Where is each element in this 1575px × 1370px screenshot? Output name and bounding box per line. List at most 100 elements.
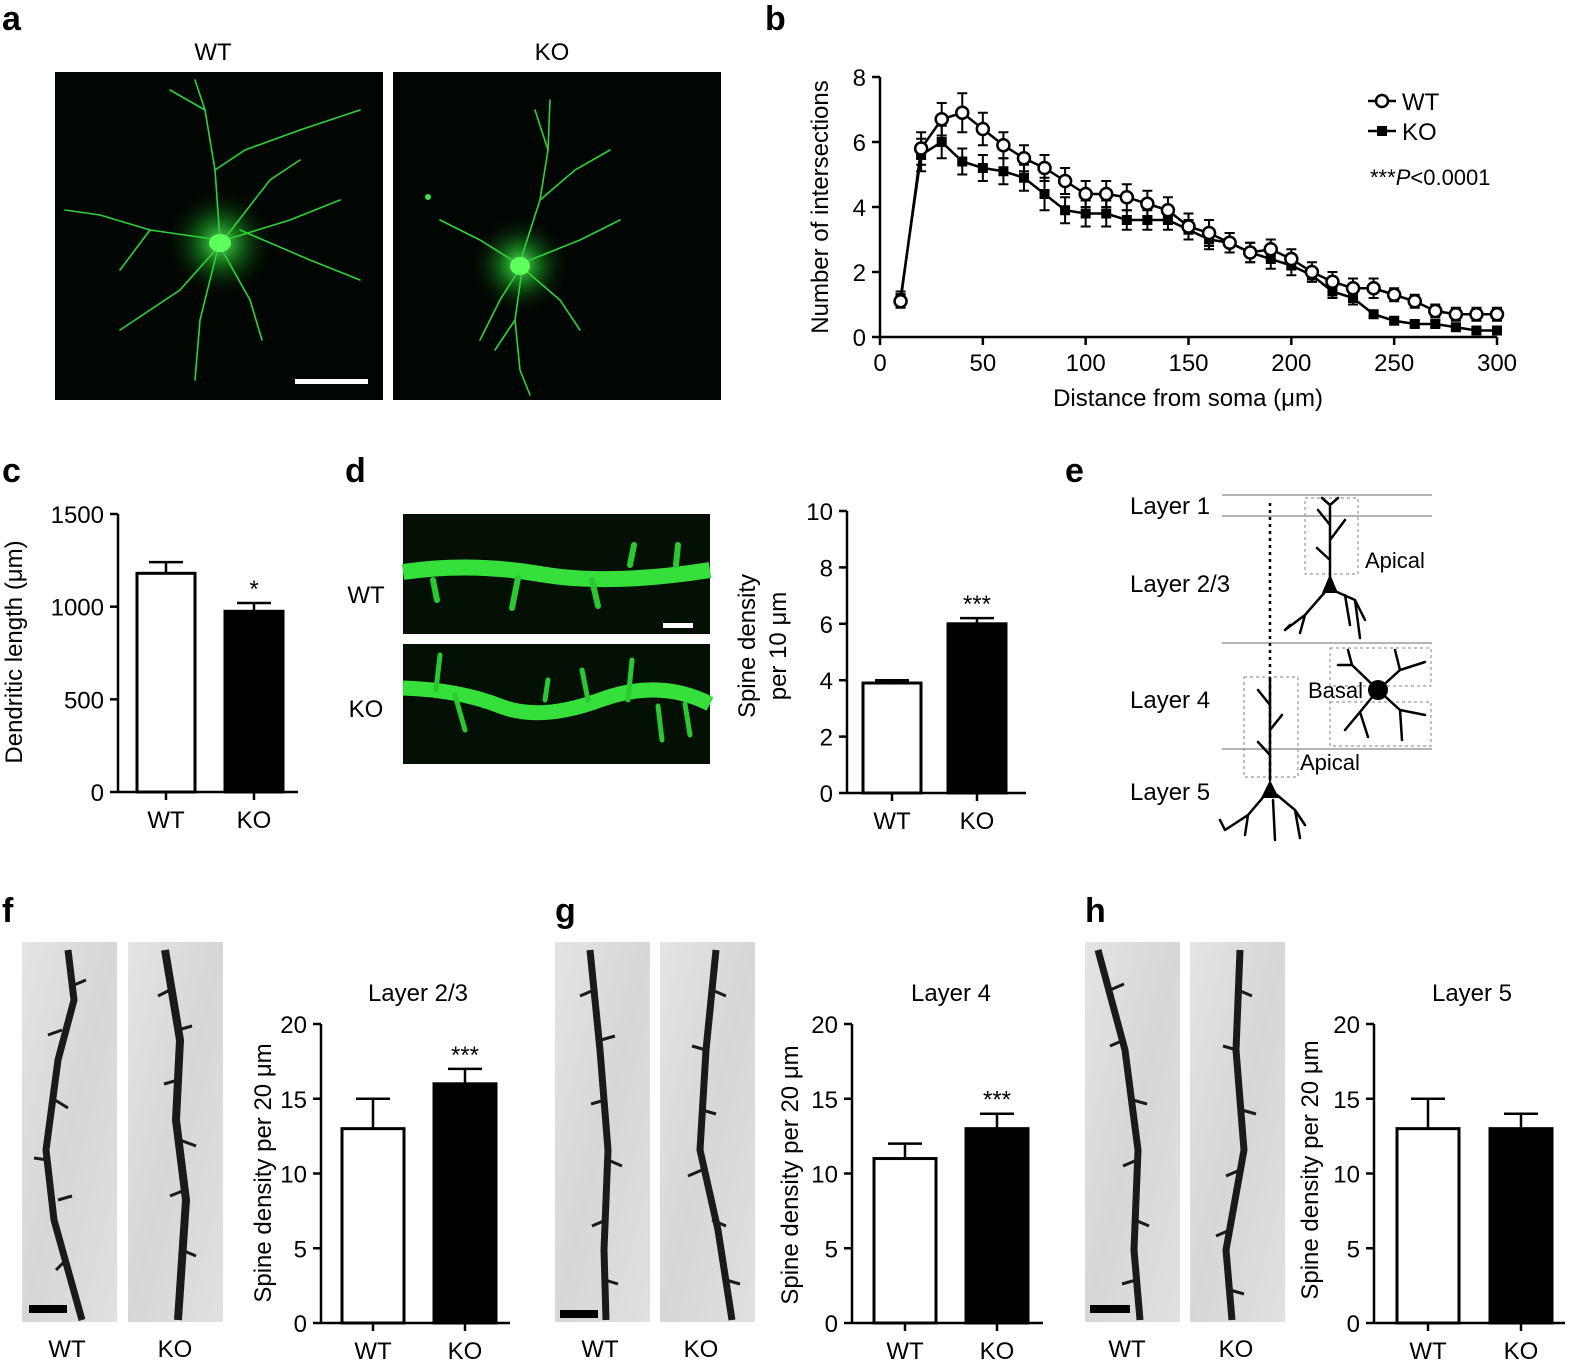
h-bar-ko xyxy=(1488,1127,1554,1325)
c-ytick-label-1: 500 xyxy=(64,687,104,714)
b-series-ko-point xyxy=(1142,215,1153,225)
b-series-wt-point xyxy=(1304,264,1320,280)
g-bar-ko xyxy=(964,1127,1030,1325)
ko-neuron-image xyxy=(393,72,721,400)
b-series-wt-point xyxy=(1078,186,1093,202)
g-ytick-label-3: 15 xyxy=(811,1087,838,1114)
panel-letter-g: g xyxy=(555,892,576,930)
b-series-wt-point xyxy=(1386,287,1402,302)
b-series-wt-point xyxy=(1469,307,1484,322)
f-ko-dendrite-image xyxy=(128,942,223,1322)
b-series-ko-point xyxy=(1492,325,1502,336)
layer5-spine-bar-chart: Layer 5 Spine density per 20 μm 0 5 10 15 20… xyxy=(1297,980,1565,1365)
f-wt-label: WT xyxy=(48,1336,86,1363)
b-series-wt-point xyxy=(1284,251,1299,267)
g-ko-dendrite-image xyxy=(660,942,755,1322)
c-bar-ko xyxy=(223,609,285,794)
b-ylabel: Number of intersections xyxy=(807,80,834,333)
d-xtick-label-1: KO xyxy=(960,808,995,835)
b-series-wt-point xyxy=(975,121,991,137)
h-xtick-label-1: KO xyxy=(1504,1338,1539,1365)
panel-letter-e: e xyxy=(1065,452,1084,490)
d-ylabel-line2: per 10 μm xyxy=(765,592,792,701)
b-legend: WT KO ***P<0.0001 xyxy=(1368,89,1491,190)
g-title: Layer 4 xyxy=(911,980,991,1007)
b-series-wt-point xyxy=(1428,303,1443,319)
d-ytick-label-5: 10 xyxy=(806,499,833,526)
layer-5-label: Layer 5 xyxy=(1130,779,1210,806)
b-series-wt-point xyxy=(1489,307,1505,322)
g-scale-bar xyxy=(560,1310,598,1318)
h-title: Layer 5 xyxy=(1432,980,1512,1007)
c-ytick-label-0: 0 xyxy=(91,780,104,807)
b-series-wt-point xyxy=(1140,196,1155,211)
c-xtick-label-1: KO xyxy=(237,807,272,834)
b-series-wt-point xyxy=(1345,281,1361,296)
f-ytick-label-1: 5 xyxy=(294,1236,307,1263)
b-series-wt-point xyxy=(1448,307,1464,322)
ko-spine-image xyxy=(402,644,714,764)
b-series-ko-point xyxy=(936,137,947,147)
d-bar-ko xyxy=(946,622,1008,795)
d-ytick-label-1: 2 xyxy=(820,725,833,752)
legend-ko-label: KO xyxy=(1402,119,1437,146)
panel-letter-c: c xyxy=(2,452,21,490)
b-pvalue-p: P xyxy=(1396,165,1411,190)
g-xtick-label-0: WT xyxy=(886,1338,924,1365)
f-ytick-label-2: 10 xyxy=(280,1162,307,1189)
h-ytick-label-4: 20 xyxy=(1333,1012,1360,1039)
b-series-wt-point xyxy=(1201,225,1217,241)
legend-ko-marker xyxy=(1377,126,1387,136)
apical-label-top: Apical xyxy=(1365,548,1425,573)
b-series-ko-point xyxy=(977,163,988,173)
f-title: Layer 2/3 xyxy=(368,980,468,1007)
b-series-wt-point xyxy=(955,105,970,120)
b-pvalue-stars: *** xyxy=(1370,165,1396,190)
panel-a-wt-label: WT xyxy=(194,39,232,66)
f-xtick-label-1: KO xyxy=(448,1338,483,1365)
panel-letter-f: f xyxy=(2,892,14,930)
g-ko-label: KO xyxy=(684,1336,719,1363)
b-series-wt-point xyxy=(1160,203,1176,218)
d-bar-wt xyxy=(861,681,923,795)
b-pvalue-value: <0.0001 xyxy=(1410,165,1490,190)
layer-4-label: Layer 4 xyxy=(1130,687,1210,714)
h-xtick-label-0: WT xyxy=(1409,1338,1447,1365)
f-scale-bar xyxy=(29,1305,67,1313)
b-series-ko-point xyxy=(1039,189,1050,199)
b-series-wt-point xyxy=(1407,294,1422,309)
basal-label: Basal xyxy=(1308,678,1363,703)
c-bar-wt xyxy=(135,571,197,794)
legend-wt-marker xyxy=(1374,93,1390,109)
b-xtick-label-1: 50 xyxy=(969,350,996,377)
layer4-spine-bar-chart: Layer 4 Spine density per 20 μm 0 5 10 15 20… xyxy=(777,980,1043,1365)
panel-d-wt-label: WT xyxy=(347,582,385,609)
g-ytick-label-1: 5 xyxy=(825,1236,838,1263)
b-series-ko-point xyxy=(1018,172,1029,183)
d-significance-ko: *** xyxy=(963,591,991,618)
f-significance-ko: *** xyxy=(451,1042,479,1069)
f-ytick-label-4: 20 xyxy=(280,1012,307,1039)
b-series-wt-point xyxy=(934,112,949,127)
b-series-wt-point xyxy=(1016,151,1032,166)
apical-roi-box-top xyxy=(1304,497,1359,575)
c-ytick-label-3: 1500 xyxy=(51,502,104,529)
soma-triangle-23 xyxy=(1322,574,1338,593)
b-series-ko-point xyxy=(1121,215,1132,225)
b-series-wt-point xyxy=(1242,245,1258,260)
b-series-ko-point xyxy=(957,156,968,167)
h-ylabel: Spine density per 20 μm xyxy=(1297,1040,1324,1299)
b-series-ko-point xyxy=(1368,309,1379,320)
c-ylabel: Dendritic length (μm) xyxy=(1,540,28,763)
basal-roi-box-lower xyxy=(1329,701,1432,747)
h-ytick-label-3: 15 xyxy=(1333,1087,1360,1114)
d-ytick-label-0: 0 xyxy=(820,781,833,808)
d-ytick-label-4: 8 xyxy=(820,555,833,582)
g-ytick-label-2: 10 xyxy=(811,1162,838,1189)
b-series-wt-point xyxy=(1325,274,1340,289)
d-ylabel-line1: Spine density xyxy=(734,574,761,718)
d-ytick-label-2: 4 xyxy=(820,668,833,695)
b-xtick-label-2: 100 xyxy=(1066,350,1106,377)
b-xtick-label-3: 150 xyxy=(1168,350,1208,377)
f-wt-dendrite-image xyxy=(22,942,117,1322)
